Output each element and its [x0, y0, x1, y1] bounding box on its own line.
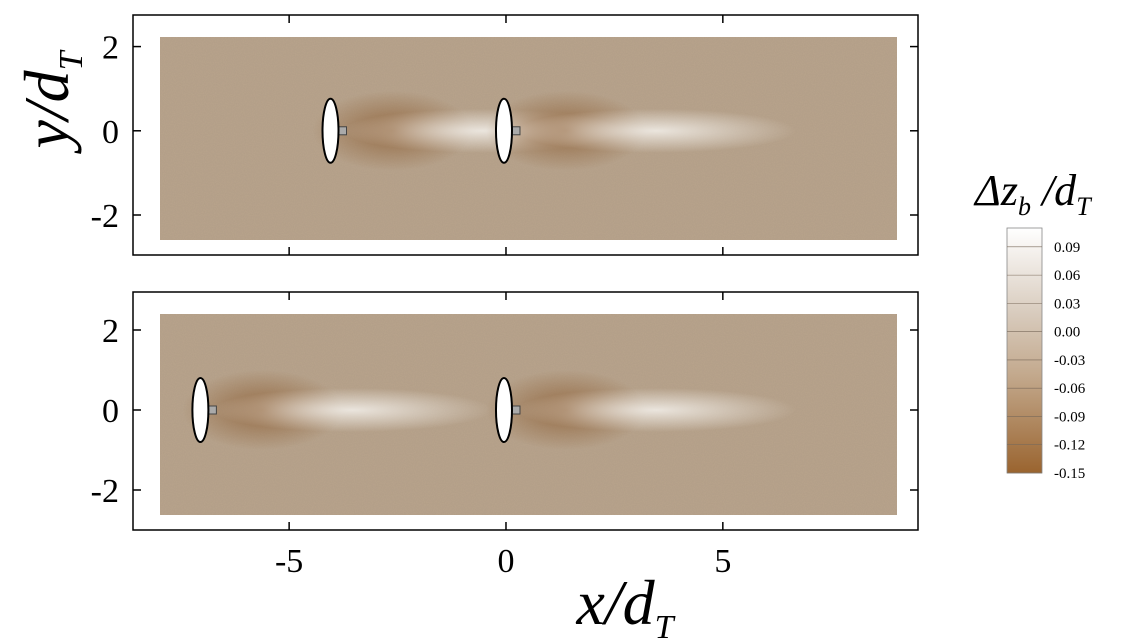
colorbar-tick-label: -0.09	[1054, 409, 1085, 425]
deposition-wake	[212, 388, 493, 432]
turbine-rotor	[191, 377, 210, 443]
colorbar-tick-label: 0.09	[1054, 240, 1080, 256]
x-tick-label: 0	[497, 543, 514, 580]
deposition-wake	[515, 388, 796, 432]
y-tick-label: 2	[102, 30, 119, 67]
colorbar-tick-label: 0.03	[1054, 296, 1080, 312]
colorbar-title: Δzb /dT	[973, 166, 1092, 221]
colorbar-tick-label: 0.00	[1054, 325, 1080, 341]
colorbar-tick-label: 0.06	[1054, 268, 1081, 284]
label-sub: T	[53, 49, 90, 70]
panel: -5 0 5 -2 0 2	[91, 291, 919, 580]
turbine	[191, 377, 217, 443]
y-tick-label: 0	[102, 393, 119, 430]
x-axis-label: x/dT	[575, 567, 675, 639]
y-tick-label: 2	[102, 313, 119, 350]
turbine	[321, 97, 348, 164]
colorbar	[1006, 227, 1043, 474]
turbine-rotor	[321, 97, 340, 164]
panel: -2 0 2	[91, 14, 919, 256]
deposition-wake	[515, 108, 796, 153]
x-tick-label: -5	[275, 543, 303, 580]
label-sub: T	[655, 609, 676, 639]
colorbar-tick-label: -0.12	[1054, 438, 1085, 454]
y-tick-label: -2	[91, 198, 119, 235]
frame	[132, 291, 919, 531]
label-main: x/d	[575, 567, 655, 638]
title-main: /d	[1031, 166, 1077, 215]
turbine	[494, 97, 521, 164]
frame	[132, 14, 919, 256]
title-sub: b	[1018, 192, 1031, 221]
y-tick-label: -2	[91, 473, 119, 510]
turbine	[494, 377, 521, 443]
colorbar-tick-label: -0.03	[1054, 353, 1085, 369]
turbine-rotor	[494, 97, 513, 164]
colorbar-tick-label: -0.06	[1054, 381, 1086, 397]
y-axis-label: y/dT	[11, 49, 90, 154]
title-sub: T	[1076, 192, 1092, 221]
turbine-rotor	[494, 377, 513, 443]
title-main: Δz	[973, 166, 1018, 215]
y-tick-label: 0	[102, 114, 119, 151]
x-tick-label: 5	[714, 543, 731, 580]
colorbar-tick-label: -0.15	[1054, 466, 1085, 482]
label-main: y/d	[11, 69, 82, 154]
